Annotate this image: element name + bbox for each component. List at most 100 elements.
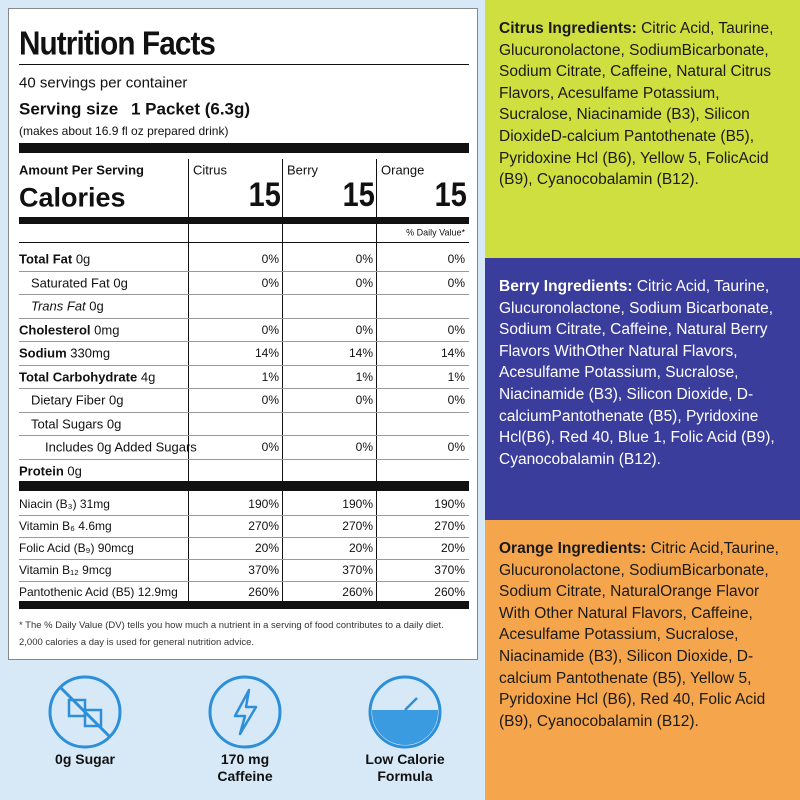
nutrient-name: Trans Fat 0g <box>31 298 104 314</box>
column-name: Berry <box>287 162 319 178</box>
features-bar: 0g Sugar 170 mg Caffeine Low Calorie For… <box>0 660 485 800</box>
daily-value: 0% <box>355 393 373 407</box>
ingredients-text: Citric Acid,Taurine, Glucuronolactone, S… <box>499 540 779 730</box>
row-rule <box>19 317 469 319</box>
serving-size-value: 1 Packet (6.3g) <box>131 99 251 119</box>
amount-per-serving: Amount Per Serving <box>19 162 144 178</box>
daily-value: 270% <box>248 519 279 533</box>
sugar-icon <box>48 675 122 749</box>
daily-value: 0% <box>261 252 279 266</box>
nutrition-label: Nutrition Facts 40 servings per containe… <box>8 8 478 660</box>
daily-value: 260% <box>248 585 279 599</box>
rule <box>19 242 469 243</box>
makes: (makes about 16.9 fl oz prepared drink) <box>19 124 229 138</box>
nutrient-name: Total Sugars 0g <box>31 416 122 431</box>
nutrient-amount: 0g <box>109 392 124 408</box>
nutrient-amount: 0g <box>75 251 91 267</box>
column-divider <box>376 159 377 601</box>
row-rule <box>19 411 469 413</box>
footnote: * The % Daily Value (DV) tells you how m… <box>19 620 444 648</box>
ingredients-panel: Orange Ingredients: Citric Acid,Taurine,… <box>485 520 800 800</box>
nutrient-amount: 0mg <box>94 322 120 337</box>
rule-thick <box>19 481 469 491</box>
row-rule <box>19 270 469 272</box>
column-divider <box>282 159 283 601</box>
daily-value: 260% <box>342 585 373 599</box>
daily-value: 20% <box>254 541 279 555</box>
row-rule <box>19 515 469 516</box>
nutrient-amount: 330mg <box>70 345 111 361</box>
nutrient-name: Total Fat 0g <box>19 251 91 267</box>
daily-value: 190% <box>342 497 373 511</box>
nutrient-name: Saturated Fat 0g <box>31 275 128 290</box>
nutrient-name: Protein 0g <box>19 463 82 478</box>
column-name: Orange <box>381 162 425 178</box>
daily-value: 270% <box>342 519 373 533</box>
daily-value: 20% <box>348 541 373 555</box>
serving-size-label: Serving size <box>19 99 119 119</box>
daily-value: 14% <box>348 346 373 360</box>
row-rule <box>19 294 469 296</box>
nutrient-amount: 4g <box>140 369 156 384</box>
column-name: Citrus <box>193 162 227 178</box>
daily-value: 0% <box>261 322 279 337</box>
nutrient-name: Dietary Fiber 0g <box>31 392 124 408</box>
daily-value: 260% <box>434 585 465 599</box>
nutrient-name: Includes 0g Added Sugars <box>45 439 197 455</box>
caffeine-icon <box>208 675 282 749</box>
calories-label: Calories <box>19 182 126 213</box>
nutrient-name: Total Carbohydrate 4g <box>19 369 156 384</box>
daily-value: 370% <box>342 563 373 577</box>
rule-thick <box>19 217 469 224</box>
daily-value: 0% <box>447 322 465 337</box>
nutrient-amount: 0g <box>89 298 104 314</box>
servings: 40 servings per container <box>19 74 188 92</box>
row-rule <box>19 537 469 538</box>
column-calories: 15 <box>248 176 281 214</box>
daily-value: 0% <box>447 275 465 290</box>
ingredients-label: Citrus Ingredients: <box>499 20 637 37</box>
nutrient-name: Sodium 330mg <box>19 345 111 361</box>
daily-value: 0% <box>261 440 279 454</box>
daily-value: 14% <box>440 346 465 360</box>
vitamin-name: Niacin (B₃) 31mg <box>19 497 110 511</box>
daily-value: 370% <box>434 563 465 577</box>
nutrient-amount: 0g <box>113 275 128 290</box>
vitamin-name: Vitamin B₁₂ 9mcg <box>19 563 112 577</box>
nutrient-amount: 0g <box>106 416 122 431</box>
nutrient-amount: 0g <box>67 463 82 478</box>
label-title: Nutrition Facts <box>19 24 216 62</box>
daily-value: 190% <box>434 497 465 511</box>
feature-label: Low Calorie Formula <box>365 751 445 784</box>
daily-value: 1% <box>261 369 279 384</box>
daily-value: 0% <box>355 252 373 266</box>
ingredients-panel: Citrus Ingredients: Citric Acid, Taurine… <box>485 0 800 258</box>
column-divider <box>188 159 189 601</box>
column-calories: 15 <box>434 176 467 214</box>
vitamin-name: Pantothenic Acid (B5) 12.9mg <box>19 585 178 599</box>
ingredients-text: Citric Acid, Taurine, Glucuronolactone, … <box>499 20 774 189</box>
daily-value: 20% <box>440 541 465 555</box>
calorie-icon <box>368 675 442 749</box>
feature-label: 0g Sugar <box>55 751 115 767</box>
daily-value: 14% <box>254 346 279 360</box>
nutrient-name: Cholesterol 0mg <box>19 322 120 337</box>
row-rule <box>19 341 469 343</box>
vitamin-name: Vitamin B₆ 4.6mg <box>19 519 112 533</box>
row-rule <box>19 388 469 390</box>
row-rule <box>19 559 469 560</box>
row-rule <box>19 581 469 582</box>
column-calories: 15 <box>342 176 375 214</box>
rule-thick <box>19 601 469 609</box>
daily-value: 0% <box>447 440 465 454</box>
daily-value-header: % Daily Value* <box>406 227 465 238</box>
rule <box>19 64 469 65</box>
row-rule <box>19 364 469 366</box>
daily-value: 0% <box>447 393 465 407</box>
rule-thick <box>19 143 469 153</box>
row-rule <box>19 435 469 437</box>
daily-value: 0% <box>355 322 373 337</box>
feature-label: 170 mg Caffeine <box>217 751 273 784</box>
daily-value: 1% <box>447 369 465 384</box>
